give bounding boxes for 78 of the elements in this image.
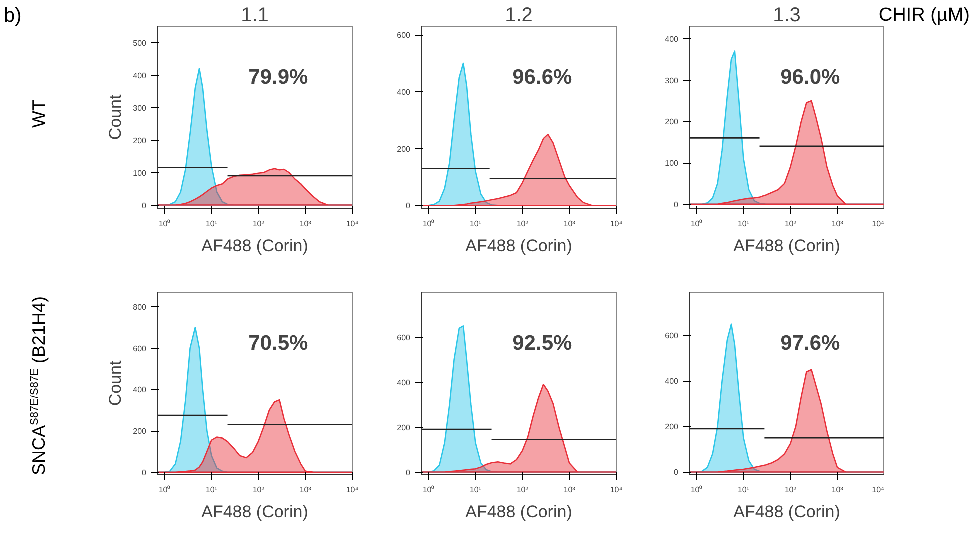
annotation: 92.5% <box>512 332 572 355</box>
x-tick-label: 10¹ <box>206 486 218 494</box>
y-tick-label: 200 <box>397 144 412 154</box>
x-tick-label: 10⁰ <box>422 220 435 228</box>
y-tick-label: 400 <box>665 34 680 44</box>
x-tick-label: 10¹ <box>206 220 218 228</box>
y-tick-label: 0 <box>674 468 680 478</box>
y-tick-label: 100 <box>665 159 680 168</box>
x-axis-title: AF488 (Corin) <box>202 236 308 256</box>
x-tick-label: 10⁰ <box>158 486 171 494</box>
y-tick-label: 200 <box>397 423 412 432</box>
chart-title: 1.1 <box>241 4 269 26</box>
y-tick-label: 400 <box>397 378 412 388</box>
x-tick-label: 10⁰ <box>158 220 171 228</box>
x-tick-label: 10³ <box>832 220 844 228</box>
annotation: 96.6% <box>512 66 572 89</box>
x-tick-label: 10⁴ <box>872 220 886 228</box>
x-tick-label: 10⁴ <box>610 486 624 494</box>
x-tick-label: 10² <box>252 220 265 228</box>
x-tick-label: 10² <box>516 220 529 228</box>
y-tick-label: 200 <box>133 427 148 436</box>
x-tick-label: 10¹ <box>738 486 750 494</box>
x-tick-label: 10⁴ <box>872 486 886 494</box>
y-tick-label: 0 <box>406 468 412 478</box>
x-tick-label: 10⁴ <box>346 486 360 494</box>
x-axis-title: AF488 (Corin) <box>466 236 572 256</box>
x-axis-title: AF488 (Corin) <box>202 502 308 522</box>
y-tick-label: 200 <box>665 118 680 127</box>
y-tick-label: 600 <box>133 344 148 354</box>
x-tick-label: 10⁰ <box>690 486 703 494</box>
x-tick-label: 10⁴ <box>346 220 360 228</box>
x-tick-label: 10¹ <box>470 220 482 228</box>
y-tick-label: 400 <box>133 71 148 80</box>
y-tick-label: 200 <box>665 422 680 432</box>
x-tick-label: 10² <box>784 220 797 228</box>
y-tick-label: 800 <box>133 302 148 312</box>
x-axis-title: AF488 (Corin) <box>734 502 840 522</box>
x-axis-title: AF488 (Corin) <box>734 236 840 256</box>
text: CHIR (µM) <box>878 4 970 28</box>
annotation: 97.6% <box>780 332 840 355</box>
y-tick-label: 0 <box>406 202 412 211</box>
annotation: 96.0% <box>780 66 840 89</box>
x-tick-label: 10² <box>784 486 797 494</box>
x-tick-label: 10⁴ <box>610 220 624 228</box>
x-tick-label: 10⁰ <box>690 220 703 228</box>
y-tick-label: 100 <box>133 168 148 178</box>
x-tick-label: 10¹ <box>738 220 750 228</box>
x-tick-label: 10³ <box>564 220 576 228</box>
y-tick-label: 500 <box>133 38 148 48</box>
y-tick-label: 600 <box>665 332 680 341</box>
y-tick-label: 400 <box>397 88 412 97</box>
x-tick-label: 10³ <box>300 220 312 228</box>
y-tick-label: 400 <box>133 386 148 395</box>
y-tick-label: 600 <box>397 31 412 40</box>
x-tick-label: 10² <box>252 486 265 494</box>
y-tick-label: 600 <box>397 333 412 342</box>
y-tick-label: 300 <box>133 104 148 113</box>
chart-subtitle: b) <box>4 4 22 29</box>
y-tick-label: 0 <box>142 201 148 210</box>
annotation: 70.5% <box>248 332 308 355</box>
y-tick-label: 0 <box>674 200 680 210</box>
x-tick-label: 10¹ <box>470 486 482 494</box>
chart-title: 1.2 <box>505 4 533 26</box>
x-tick-label: 10³ <box>564 486 576 494</box>
text: WT <box>28 100 50 128</box>
y-tick-label: 200 <box>133 136 148 146</box>
y-axis-title: Count <box>106 94 126 140</box>
x-tick-label: 10³ <box>832 486 844 494</box>
x-tick-label: 10² <box>516 486 529 494</box>
x-tick-label: 10⁰ <box>422 486 435 494</box>
chart-title: 1.3 <box>773 4 801 26</box>
annotation: 79.9% <box>248 66 308 89</box>
x-tick-label: 10³ <box>300 486 312 494</box>
y-tick-label: 300 <box>665 76 680 86</box>
y-axis-title: Count <box>106 360 126 406</box>
y-tick-label: 0 <box>142 468 148 478</box>
x-axis-title: AF488 (Corin) <box>466 502 572 522</box>
y-tick-label: 400 <box>665 377 680 386</box>
